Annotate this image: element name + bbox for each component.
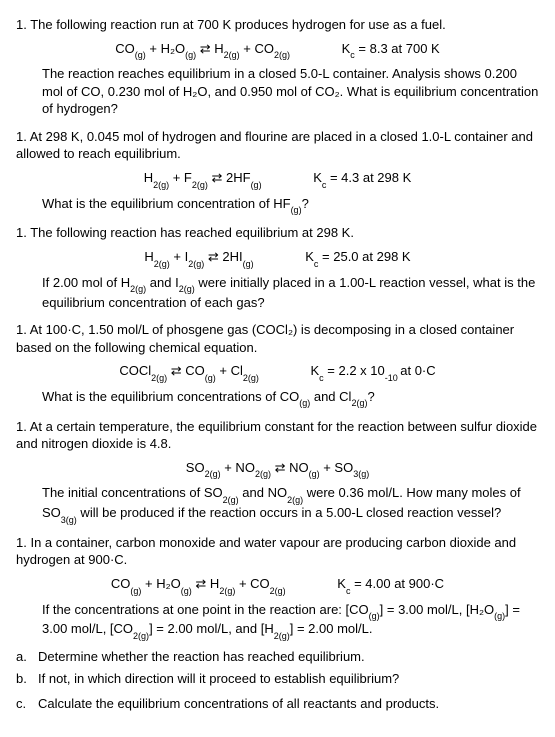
q6-body: If the concentrations at one point in th… (16, 601, 539, 640)
q6-a-text: Determine whether the reaction has reach… (38, 649, 365, 664)
q5-equation: SO2(g) + NO2(g) ⇄ NO(g) + SO3(g) (16, 459, 539, 479)
q1-k: Kc = 8.3 at 700 K (342, 40, 440, 60)
q1-eqn-text: CO(g) + H₂O(g) ⇄ H2(g) + CO2(g) (115, 41, 290, 56)
q6-b-label: b. (16, 670, 38, 688)
q2-k: Kc = 4.3 at 298 K (313, 169, 411, 189)
q2-body: What is the equilibrium concentration of… (16, 195, 539, 215)
q6-c-label: c. (16, 695, 38, 713)
q3-eqn-text: H2(g) + I2(g) ⇄ 2HI(g) (144, 249, 253, 264)
q6-c-text: Calculate the equilibrium concentrations… (38, 696, 439, 711)
q3-equation: H2(g) + I2(g) ⇄ 2HI(g) Kc = 25.0 at 298 … (16, 248, 539, 268)
q1-equation: CO(g) + H₂O(g) ⇄ H2(g) + CO2(g) Kc = 8.3… (16, 40, 539, 60)
q6-a-label: a. (16, 648, 38, 666)
q5-intro: 1. At a certain temperature, the equilib… (16, 418, 539, 453)
q3-intro: 1. The following reaction has reached eq… (16, 224, 539, 242)
q2-equation: H2(g) + F2(g) ⇄ 2HF(g) Kc = 4.3 at 298 K (16, 169, 539, 189)
q2-eqn-text: H2(g) + F2(g) ⇄ 2HF(g) (144, 170, 262, 185)
q4-equation: COCl2(g) ⇄ CO(g) + Cl2(g) Kc = 2.2 x 10-… (16, 362, 539, 382)
q6-c: c.Calculate the equilibrium concentratio… (16, 695, 539, 713)
q6-eqn-text: CO(g) + H₂O(g) ⇄ H2(g) + CO2(g) (111, 576, 286, 591)
q5-eqn-text: SO2(g) + NO2(g) ⇄ NO(g) + SO3(g) (186, 460, 369, 475)
q1-body: The reaction reaches equilibrium in a cl… (16, 65, 539, 118)
q6-k: Kc = 4.00 at 900·C (337, 575, 444, 595)
q6-a: a.Determine whether the reaction has rea… (16, 648, 539, 666)
q6-equation: CO(g) + H₂O(g) ⇄ H2(g) + CO2(g) Kc = 4.0… (16, 575, 539, 595)
q4-intro: 1. At 100·C, 1.50 mol/L of phosgene gas … (16, 321, 539, 356)
q4-k: Kc = 2.2 x 10-10 at 0·C (310, 362, 435, 382)
q4-body: What is the equilibrium concentrations o… (16, 388, 539, 408)
q3-body: If 2.00 mol of H2(g) and I2(g) were init… (16, 274, 539, 311)
q6-b: b.If not, in which direction will it pro… (16, 670, 539, 688)
q4-eqn-text: COCl2(g) ⇄ CO(g) + Cl2(g) (119, 363, 259, 378)
q2-intro: 1. At 298 K, 0.045 mol of hydrogen and f… (16, 128, 539, 163)
q3-k: Kc = 25.0 at 298 K (305, 248, 410, 268)
q6-intro: 1. In a container, carbon monoxide and w… (16, 534, 539, 569)
q6-b-text: If not, in which direction will it proce… (38, 671, 399, 686)
q5-body: The initial concentrations of SO2(g) and… (16, 484, 539, 523)
q1-intro: 1. The following reaction run at 700 K p… (16, 16, 539, 34)
